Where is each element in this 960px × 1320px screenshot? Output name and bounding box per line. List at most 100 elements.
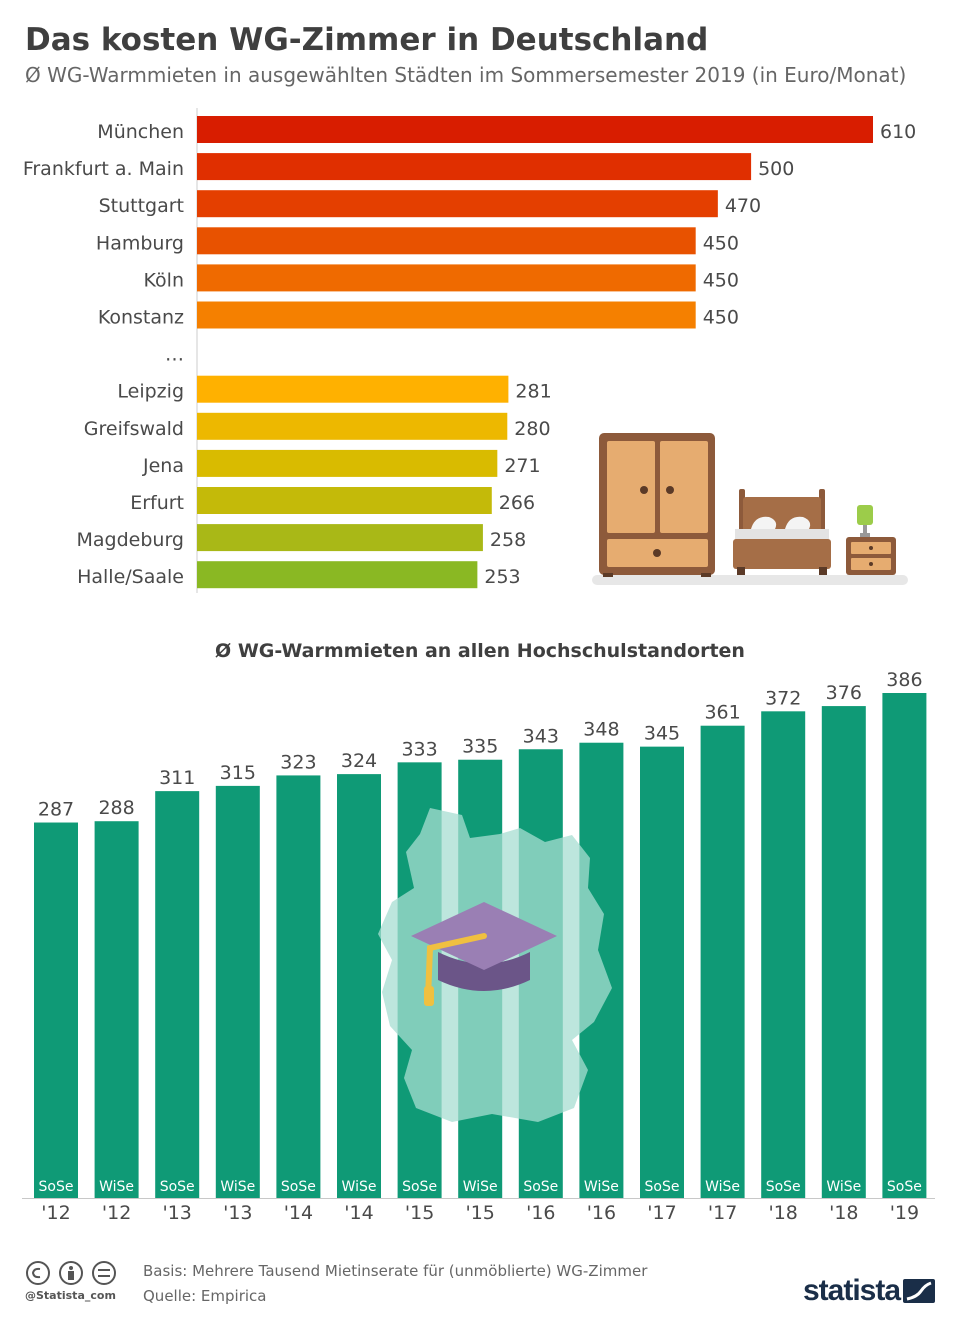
semester-bar (882, 693, 927, 1198)
semester-chart-title: Ø WG-Warmmieten an allen Hochschulstando… (215, 640, 745, 662)
semester-type-label: WiSe (342, 1179, 377, 1195)
page-subtitle: Ø WG-Warmmieten in ausgewählten Städten … (25, 63, 907, 87)
city-rent-bar-chart: München 610 Frankfurt a. Main 500 Stuttgart 4… (23, 108, 916, 593)
statista-logo-icon (903, 1279, 935, 1303)
semester-value-label: 288 (98, 797, 134, 819)
city-label: Erfurt (130, 492, 184, 514)
city-value-label: 470 (725, 195, 761, 217)
city-bar (197, 375, 509, 403)
semester-year-label: '14 (284, 1202, 313, 1224)
bed-icon (733, 489, 831, 575)
semester-bar (700, 725, 745, 1198)
semester-value-label: 386 (886, 669, 922, 691)
city-bar (197, 412, 508, 440)
city-value-label: 271 (504, 455, 540, 477)
city-bar (197, 487, 492, 514)
bedroom-furniture-icon (592, 433, 908, 585)
city-bar (197, 449, 498, 477)
semester-value-label: 345 (644, 723, 680, 745)
city-bar (197, 227, 696, 255)
semester-value-label: 361 (704, 702, 740, 724)
semester-bar (337, 774, 381, 1198)
nightstand-icon (846, 505, 896, 575)
city-value-label: 450 (703, 232, 739, 254)
semester-year-label: '19 (890, 1202, 919, 1224)
city-label: Frankfurt a. Main (23, 158, 184, 180)
city-label: Köln (144, 269, 184, 291)
semester-value-label: 287 (38, 799, 74, 821)
city-label: Greifswald (84, 418, 184, 440)
city-label: Konstanz (98, 307, 184, 329)
city-label: Jena (142, 455, 184, 477)
semester-type-label: WiSe (826, 1179, 861, 1195)
semester-bar (94, 821, 139, 1198)
semester-value-label: 376 (826, 682, 862, 704)
semester-type-label: SoSe (160, 1179, 195, 1195)
semester-bar (34, 822, 78, 1198)
footer-source: Quelle: Empirica (143, 1287, 267, 1305)
city-bar (197, 524, 483, 552)
creative-commons-icon (26, 1261, 116, 1285)
semester-year-label: '12 (41, 1202, 70, 1224)
semester-year-label: '15 (465, 1202, 494, 1224)
city-value-label: 280 (514, 418, 550, 440)
city-bar (197, 116, 873, 143)
semester-bar (821, 706, 866, 1198)
city-label: Magdeburg (77, 529, 185, 551)
semester-year-label: '18 (768, 1202, 797, 1224)
semester-type-label: WiSe (99, 1179, 134, 1195)
city-bar (197, 561, 478, 589)
city-value-label: 266 (499, 492, 535, 514)
semester-rent-bar-chart: Ø WG-Warmmieten an allen Hochschulstando… (22, 640, 935, 1224)
footer-basis: Basis: Mehrere Tausend Mietinserate für … (143, 1262, 648, 1280)
semester-year-label: '16 (526, 1202, 555, 1224)
semester-type-label: SoSe (281, 1179, 316, 1195)
semester-year-label: '13 (223, 1202, 252, 1224)
page-title: Das kosten WG-Zimmer in Deutschland (25, 22, 709, 58)
semester-value-label: 335 (462, 736, 498, 758)
semester-type-label: WiSe (584, 1179, 619, 1195)
city-label: München (97, 121, 184, 143)
semester-bar (276, 775, 321, 1198)
semester-type-label: SoSe (39, 1179, 74, 1195)
semester-value-label: 311 (159, 767, 195, 789)
semester-year-label: '13 (162, 1202, 191, 1224)
semester-year-label: '16 (587, 1202, 616, 1224)
semester-bar (155, 791, 200, 1198)
semester-type-label: SoSe (766, 1179, 801, 1195)
semester-bar (640, 746, 684, 1198)
semester-type-label: SoSe (402, 1179, 437, 1195)
statista-logo[interactable]: statista (803, 1274, 901, 1307)
semester-year-label: '15 (405, 1202, 434, 1224)
semester-year-label: '12 (102, 1202, 131, 1224)
semester-year-label: '17 (647, 1202, 676, 1224)
semester-type-label: SoSe (887, 1179, 922, 1195)
semester-year-label: '18 (829, 1202, 858, 1224)
city-value-label: 450 (703, 269, 739, 291)
semester-bar (761, 711, 806, 1198)
city-value-label: 258 (490, 529, 526, 551)
semester-value-label: 348 (583, 719, 619, 741)
semester-value-label: 333 (401, 738, 437, 760)
footer-handle: @Statista_com (25, 1289, 116, 1302)
city-value-label: 450 (703, 307, 739, 329)
city-bar (197, 153, 752, 181)
city-value-label: 253 (484, 566, 520, 588)
city-bar (197, 301, 696, 329)
semester-value-label: 315 (220, 762, 256, 784)
city-label: Stuttgart (99, 195, 184, 217)
city-value-label: 500 (758, 158, 794, 180)
graduation-cap-icon (411, 902, 557, 1006)
semester-type-label: WiSe (220, 1179, 255, 1195)
city-bar (197, 264, 696, 292)
semester-value-label: 372 (765, 687, 801, 709)
semester-type-label: SoSe (645, 1179, 680, 1195)
semester-year-label: '17 (708, 1202, 737, 1224)
semester-type-label: WiSe (705, 1179, 740, 1195)
semester-value-label: 323 (280, 751, 316, 773)
semester-year-label: '14 (344, 1202, 373, 1224)
semester-type-label: SoSe (523, 1179, 558, 1195)
floor-shadow (592, 575, 908, 585)
city-label: Halle/Saale (77, 566, 184, 588)
city-label: Leipzig (117, 381, 184, 403)
